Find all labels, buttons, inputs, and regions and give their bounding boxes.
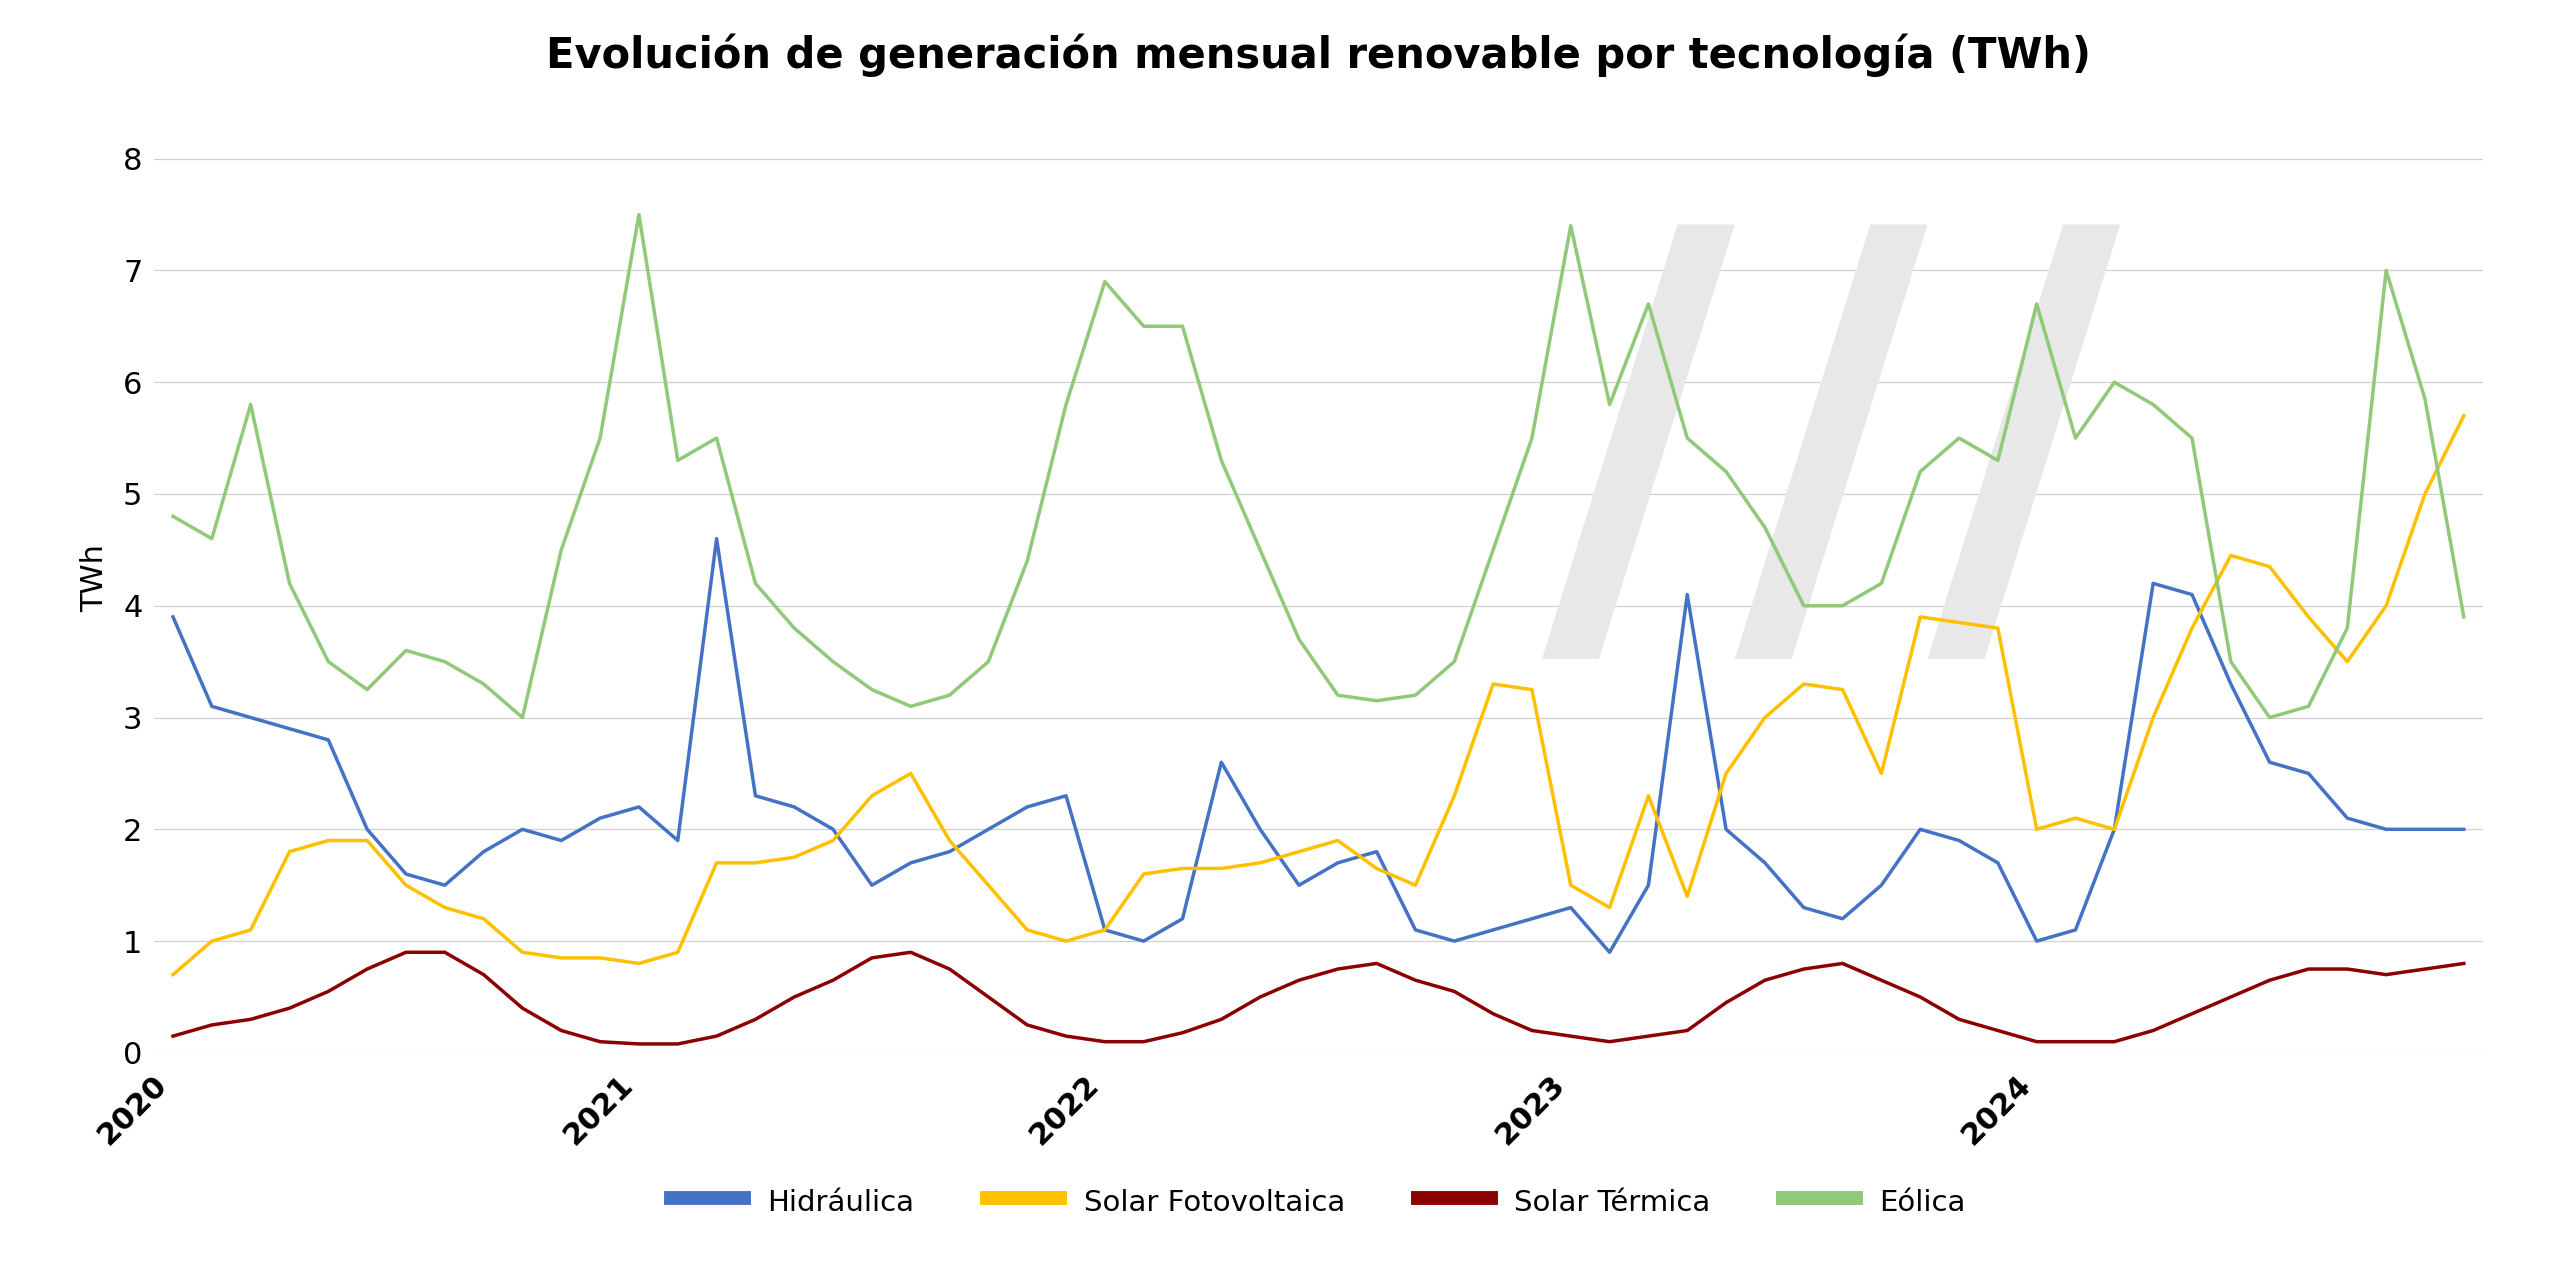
Legend: Hidráulica, Solar Fotovoltaica, Solar Térmica, Eólica: Hidráulica, Solar Fotovoltaica, Solar Té… [660,1174,1976,1229]
Text: ///: /// [1541,208,2120,720]
Y-axis label: TWh: TWh [79,544,110,611]
Title: Evolución de generación mensual renovable por tecnología (TWh): Evolución de generación mensual renovabl… [545,33,2092,77]
